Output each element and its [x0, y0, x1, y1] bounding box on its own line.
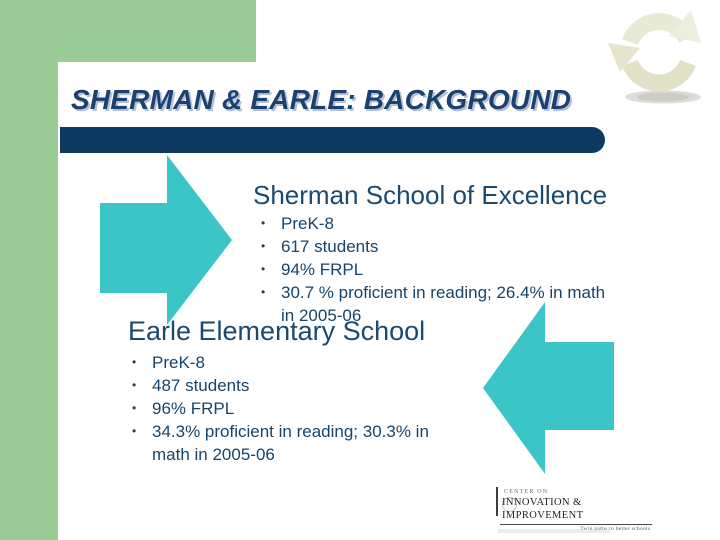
- bullet-text: PreK-8: [281, 214, 334, 233]
- bullet-text: 617 students: [281, 237, 379, 256]
- list-item: • 96% FRPL: [132, 397, 429, 420]
- logo-vertical-rule: [496, 487, 498, 516]
- green-top-block: [0, 0, 256, 62]
- earle-heading: Earle Elementary School: [128, 316, 426, 346]
- bullet-text-cont: math in 2005-06: [152, 445, 275, 464]
- list-item: • 617 students: [261, 235, 605, 258]
- bullet-text: 94% FRPL: [281, 260, 364, 279]
- bullet-icon: •: [261, 285, 266, 299]
- bullet-icon: •: [132, 401, 137, 415]
- logo-horizontal-rule: [500, 524, 652, 525]
- arrow-right-icon: [100, 155, 232, 325]
- bullet-icon: •: [132, 355, 137, 369]
- logo-reflection: [498, 529, 610, 533]
- arrow-left-icon: [483, 302, 614, 474]
- bullet-icon: •: [132, 378, 137, 392]
- sherman-bullet-list: • PreK-8 • 617 students • 94% FRPL • 30.…: [261, 212, 605, 327]
- logo-name-text: INNOVATION & IMPROVEMENT: [502, 497, 584, 521]
- recycle-arrows-icon: [607, 6, 711, 108]
- logo-swirl-icon: [502, 497, 517, 512]
- list-item: • 30.7 % proficient in reading; 26.4% in…: [261, 281, 605, 327]
- logo-center-on-text: CENTER ON: [504, 489, 549, 495]
- bullet-text: PreK-8: [152, 353, 205, 372]
- bullet-icon: •: [261, 239, 266, 253]
- bullet-icon: •: [261, 262, 266, 276]
- list-item: • 34.3% proficient in reading; 30.3% in …: [132, 420, 429, 466]
- list-item: • PreK-8: [132, 351, 429, 374]
- page-title: SHERMAN & EARLE: BACKGROUND: [71, 84, 572, 115]
- bullet-icon: •: [261, 216, 266, 230]
- bullet-text: 30.7 % proficient in reading; 26.4% in m…: [281, 283, 606, 302]
- logo-tagline: Twin paths to better schools.: [580, 526, 652, 532]
- earle-bullet-list: • PreK-8 • 487 students • 96% FRPL • 34.…: [132, 351, 429, 466]
- list-item: • 487 students: [132, 374, 429, 397]
- title-underline-bar: [60, 127, 605, 153]
- bullet-text: 96% FRPL: [152, 399, 235, 418]
- list-item: • 94% FRPL: [261, 258, 605, 281]
- green-sidebar: [0, 0, 58, 540]
- bullet-text: 34.3% proficient in reading; 30.3% in: [152, 422, 429, 441]
- sherman-heading: Sherman School of Excellence: [253, 180, 608, 210]
- bullet-text: 487 students: [152, 376, 250, 395]
- center-on-innovation-logo: CENTER ON INNOVATION & IMPROVEMENT Twin …: [496, 486, 656, 536]
- list-item: • PreK-8: [261, 212, 605, 235]
- bullet-icon: •: [132, 424, 137, 438]
- bullet-text-cont: in 2005-06: [281, 306, 362, 325]
